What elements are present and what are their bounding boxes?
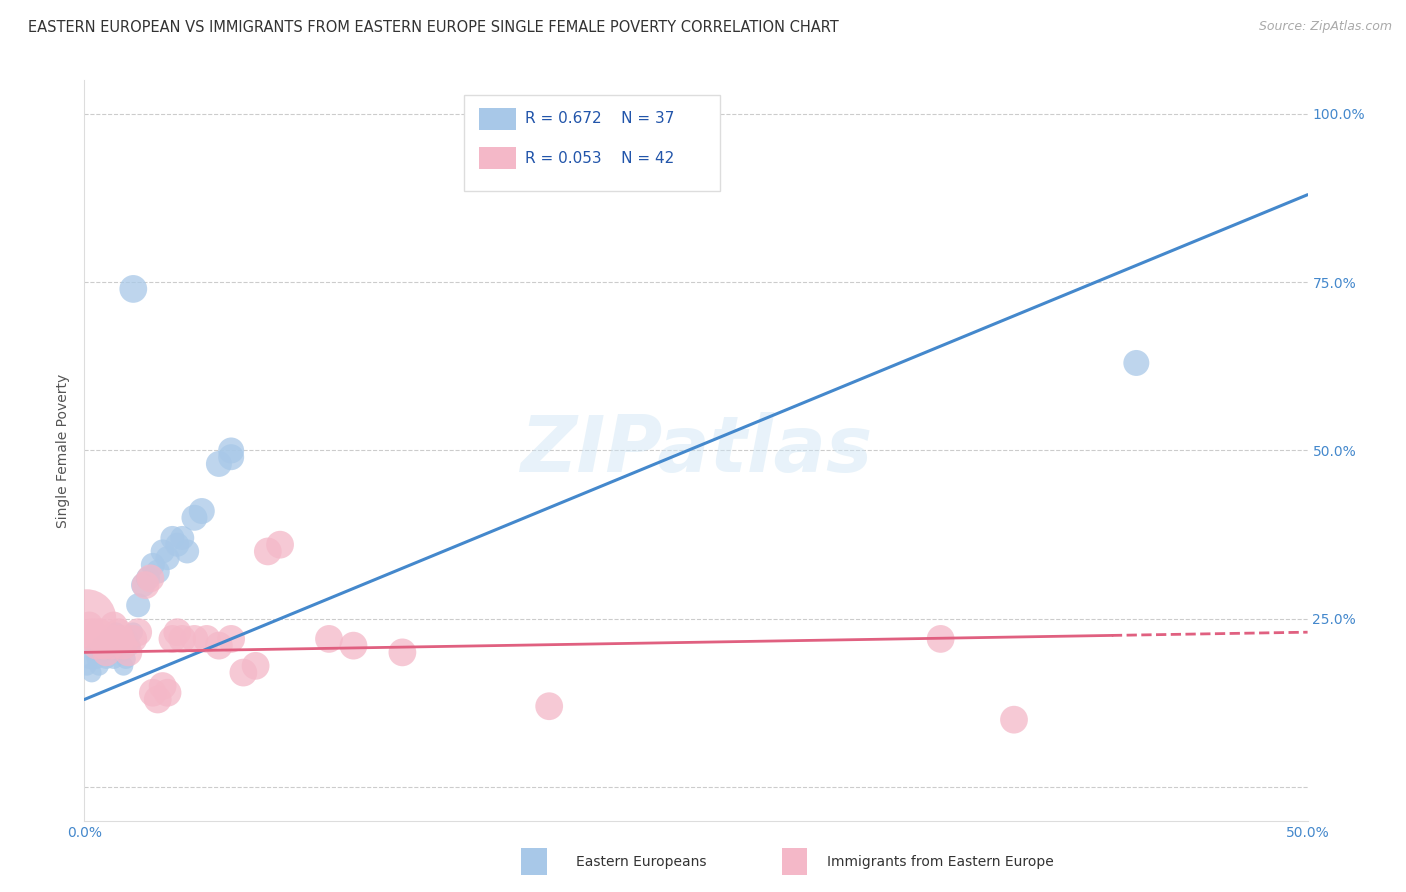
Point (127, 599, 149, 613)
Point (195, 632, 218, 646)
Point (90, 632, 112, 646)
Point (76, 612, 98, 626)
Point (183, 632, 205, 646)
Point (1125, 356, 1147, 370)
Point (1002, 713, 1025, 727)
Point (110, 645, 132, 659)
Point (156, 686, 179, 700)
Point (166, 538, 188, 552)
Point (117, 645, 139, 659)
Point (191, 504, 214, 518)
Point (318, 632, 340, 646)
Point (146, 565, 169, 579)
Point (97, 632, 120, 646)
Point (219, 443, 242, 458)
Point (139, 571, 162, 585)
Point (152, 679, 174, 693)
Point (86, 639, 108, 653)
Point (80, 625, 103, 640)
Point (117, 632, 139, 646)
Point (162, 531, 184, 545)
Point (107, 625, 129, 640)
Point (103, 618, 125, 632)
Point (97, 632, 120, 646)
Point (245, 658, 267, 673)
Text: Immigrants from Eastern Europe: Immigrants from Eastern Europe (827, 855, 1053, 869)
Point (152, 544, 174, 558)
Point (342, 639, 364, 653)
Y-axis label: Single Female Poverty: Single Female Poverty (56, 374, 70, 527)
Point (127, 625, 149, 640)
Point (142, 686, 165, 700)
Point (103, 652, 125, 666)
Point (122, 632, 145, 646)
Point (183, 510, 205, 524)
Point (105, 632, 128, 646)
Point (166, 625, 188, 640)
Point (77, 618, 100, 632)
Point (162, 632, 184, 646)
Point (929, 632, 952, 646)
Point (135, 578, 157, 592)
Point (269, 538, 291, 552)
Point (86, 652, 108, 666)
Point (219, 632, 242, 646)
Point (172, 632, 194, 646)
Point (96, 652, 118, 666)
Point (391, 645, 413, 659)
Point (100, 639, 122, 653)
Point (176, 544, 198, 558)
Point (232, 665, 254, 680)
Text: Eastern Europeans: Eastern Europeans (576, 855, 707, 869)
Point (105, 625, 128, 640)
Point (76, 658, 98, 673)
Point (122, 625, 145, 640)
Point (115, 652, 138, 666)
Point (93, 645, 115, 659)
Point (146, 692, 169, 706)
Text: Source: ZipAtlas.com: Source: ZipAtlas.com (1258, 20, 1392, 33)
Point (83, 632, 105, 646)
Point (219, 450, 242, 465)
Point (208, 457, 231, 471)
FancyBboxPatch shape (464, 95, 720, 191)
Point (87, 658, 110, 673)
Point (77, 652, 100, 666)
Point (83, 645, 105, 659)
FancyBboxPatch shape (479, 147, 516, 169)
FancyBboxPatch shape (479, 108, 516, 130)
Point (122, 282, 145, 296)
Point (208, 639, 231, 653)
Text: EASTERN EUROPEAN VS IMMIGRANTS FROM EASTERN EUROPE SINGLE FEMALE POVERTY CORRELA: EASTERN EUROPEAN VS IMMIGRANTS FROM EAST… (28, 20, 839, 35)
Point (112, 639, 135, 653)
Point (136, 571, 159, 585)
Point (172, 531, 194, 545)
Point (100, 639, 122, 653)
Point (80, 665, 103, 680)
Text: R = 0.053    N = 42: R = 0.053 N = 42 (524, 151, 673, 166)
Point (142, 558, 165, 572)
Point (257, 544, 280, 558)
Point (93, 639, 115, 653)
Point (120, 639, 142, 653)
Point (156, 551, 179, 566)
Point (132, 578, 155, 592)
Point (112, 658, 135, 673)
Point (538, 699, 561, 714)
Text: ZIPatlas: ZIPatlas (520, 412, 872, 489)
Text: R = 0.672    N = 37: R = 0.672 N = 37 (524, 112, 673, 127)
Point (110, 632, 132, 646)
Point (87, 625, 110, 640)
Point (96, 645, 118, 659)
Point (90, 639, 112, 653)
